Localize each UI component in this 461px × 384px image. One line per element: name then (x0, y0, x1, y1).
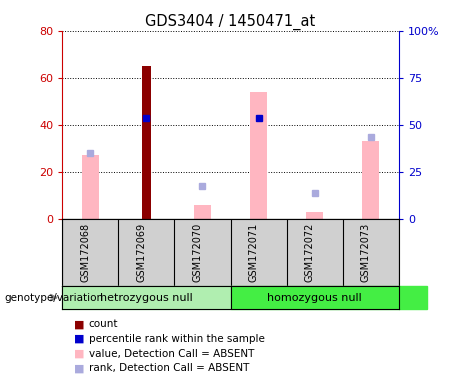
Text: percentile rank within the sample: percentile rank within the sample (89, 334, 265, 344)
Bar (230, 286, 427, 309)
Text: value, Detection Call = ABSENT: value, Detection Call = ABSENT (89, 349, 254, 359)
Bar (306, 212, 323, 219)
Text: ■: ■ (74, 319, 84, 329)
Text: genotype/variation: genotype/variation (5, 293, 104, 303)
Text: GSM172070: GSM172070 (192, 223, 202, 282)
Text: GSM172071: GSM172071 (248, 223, 259, 282)
Text: rank, Detection Call = ABSENT: rank, Detection Call = ABSENT (89, 363, 249, 373)
Bar (62, 286, 230, 309)
Text: GSM172068: GSM172068 (80, 223, 90, 282)
Text: GSM172073: GSM172073 (361, 223, 371, 282)
Bar (82, 156, 99, 219)
Bar (250, 92, 267, 219)
Text: ■: ■ (74, 334, 84, 344)
Text: GDS3404 / 1450471_at: GDS3404 / 1450471_at (145, 13, 316, 30)
Text: homozygous null: homozygous null (267, 293, 362, 303)
Text: GSM172072: GSM172072 (305, 223, 314, 282)
Text: ■: ■ (74, 349, 84, 359)
Text: ■: ■ (74, 363, 84, 373)
Bar (142, 66, 151, 219)
Text: hetrozygous null: hetrozygous null (100, 293, 193, 303)
Bar (194, 205, 211, 219)
Text: count: count (89, 319, 118, 329)
Text: GSM172069: GSM172069 (136, 223, 146, 282)
Bar (362, 141, 379, 219)
